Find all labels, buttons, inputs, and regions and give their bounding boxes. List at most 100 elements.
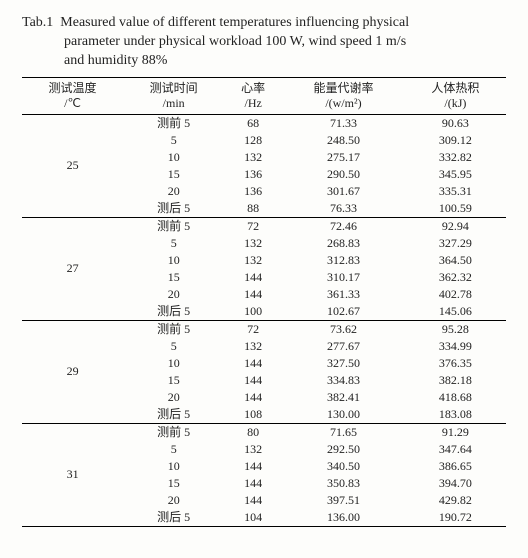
col-header: 人体热积 bbox=[405, 77, 506, 96]
met-cell: 136.00 bbox=[282, 509, 405, 527]
time-cell: 测后 5 bbox=[123, 406, 224, 424]
col-header: 心率 bbox=[224, 77, 282, 96]
heat-cell: 309.12 bbox=[405, 132, 506, 149]
met-cell: 397.51 bbox=[282, 492, 405, 509]
hr-cell: 144 bbox=[224, 458, 282, 475]
hr-cell: 136 bbox=[224, 166, 282, 183]
time-cell: 5 bbox=[123, 441, 224, 458]
met-cell: 350.83 bbox=[282, 475, 405, 492]
heat-cell: 386.65 bbox=[405, 458, 506, 475]
temp-cell: 31 bbox=[22, 423, 123, 526]
time-cell: 测前 5 bbox=[123, 320, 224, 338]
met-cell: 72.46 bbox=[282, 217, 405, 235]
met-cell: 340.50 bbox=[282, 458, 405, 475]
heat-cell: 345.95 bbox=[405, 166, 506, 183]
met-cell: 327.50 bbox=[282, 355, 405, 372]
hr-cell: 136 bbox=[224, 183, 282, 200]
heat-cell: 394.70 bbox=[405, 475, 506, 492]
table-row: 31测前 58071.6591.29 bbox=[22, 423, 506, 441]
col-header: 测试温度 bbox=[22, 77, 123, 96]
heat-cell: 183.08 bbox=[405, 406, 506, 424]
heat-cell: 332.82 bbox=[405, 149, 506, 166]
hr-cell: 100 bbox=[224, 303, 282, 321]
hr-cell: 108 bbox=[224, 406, 282, 424]
hr-cell: 88 bbox=[224, 200, 282, 218]
met-cell: 130.00 bbox=[282, 406, 405, 424]
met-cell: 290.50 bbox=[282, 166, 405, 183]
table-head: 测试温度 测试时间 心率 能量代谢率 人体热积 /℃ /min /Hz /(w/… bbox=[22, 77, 506, 114]
hr-cell: 144 bbox=[224, 355, 282, 372]
hr-cell: 144 bbox=[224, 286, 282, 303]
time-cell: 20 bbox=[123, 286, 224, 303]
table-caption: Tab.1 Measured value of different temper… bbox=[22, 14, 506, 71]
time-cell: 15 bbox=[123, 372, 224, 389]
hr-cell: 144 bbox=[224, 269, 282, 286]
time-cell: 10 bbox=[123, 458, 224, 475]
met-cell: 102.67 bbox=[282, 303, 405, 321]
time-cell: 15 bbox=[123, 269, 224, 286]
col-unit: /℃ bbox=[22, 96, 123, 115]
met-cell: 71.65 bbox=[282, 423, 405, 441]
caption-text-1: Measured value of different temperatures… bbox=[60, 15, 409, 30]
hr-cell: 144 bbox=[224, 372, 282, 389]
heat-cell: 327.29 bbox=[405, 235, 506, 252]
heat-cell: 190.72 bbox=[405, 509, 506, 527]
heat-cell: 100.59 bbox=[405, 200, 506, 218]
table-body: 25测前 56871.3390.635128248.50309.12101322… bbox=[22, 114, 506, 526]
met-cell: 248.50 bbox=[282, 132, 405, 149]
time-cell: 20 bbox=[123, 183, 224, 200]
time-cell: 15 bbox=[123, 475, 224, 492]
time-cell: 测前 5 bbox=[123, 217, 224, 235]
hr-cell: 132 bbox=[224, 441, 282, 458]
hr-cell: 68 bbox=[224, 114, 282, 132]
caption-text-2: parameter under physical workload 100 W,… bbox=[22, 33, 506, 52]
heat-cell: 95.28 bbox=[405, 320, 506, 338]
table-row: 27测前 57272.4692.94 bbox=[22, 217, 506, 235]
time-cell: 5 bbox=[123, 132, 224, 149]
heat-cell: 347.64 bbox=[405, 441, 506, 458]
hr-cell: 72 bbox=[224, 320, 282, 338]
hr-cell: 80 bbox=[224, 423, 282, 441]
time-cell: 5 bbox=[123, 235, 224, 252]
heat-cell: 364.50 bbox=[405, 252, 506, 269]
met-cell: 275.17 bbox=[282, 149, 405, 166]
caption-text-3: and humidity 88% bbox=[22, 52, 506, 71]
heat-cell: 92.94 bbox=[405, 217, 506, 235]
met-cell: 361.33 bbox=[282, 286, 405, 303]
hr-cell: 104 bbox=[224, 509, 282, 527]
met-cell: 301.67 bbox=[282, 183, 405, 200]
hr-cell: 132 bbox=[224, 235, 282, 252]
met-cell: 277.67 bbox=[282, 338, 405, 355]
heat-cell: 429.82 bbox=[405, 492, 506, 509]
table-row: 25测前 56871.3390.63 bbox=[22, 114, 506, 132]
col-unit: /Hz bbox=[224, 96, 282, 115]
heat-cell: 402.78 bbox=[405, 286, 506, 303]
heat-cell: 91.29 bbox=[405, 423, 506, 441]
table-figure: Tab.1 Measured value of different temper… bbox=[0, 0, 528, 545]
time-cell: 10 bbox=[123, 149, 224, 166]
hr-cell: 128 bbox=[224, 132, 282, 149]
hr-cell: 132 bbox=[224, 252, 282, 269]
met-cell: 71.33 bbox=[282, 114, 405, 132]
heat-cell: 335.31 bbox=[405, 183, 506, 200]
hr-cell: 144 bbox=[224, 389, 282, 406]
heat-cell: 90.63 bbox=[405, 114, 506, 132]
time-cell: 10 bbox=[123, 252, 224, 269]
time-cell: 15 bbox=[123, 166, 224, 183]
hr-cell: 144 bbox=[224, 475, 282, 492]
col-header: 测试时间 bbox=[123, 77, 224, 96]
hr-cell: 144 bbox=[224, 492, 282, 509]
col-unit: /min bbox=[123, 96, 224, 115]
heat-cell: 362.32 bbox=[405, 269, 506, 286]
time-cell: 10 bbox=[123, 355, 224, 372]
col-unit: /(kJ) bbox=[405, 96, 506, 115]
heat-cell: 334.99 bbox=[405, 338, 506, 355]
time-cell: 20 bbox=[123, 389, 224, 406]
temp-cell: 29 bbox=[22, 320, 123, 423]
time-cell: 5 bbox=[123, 338, 224, 355]
heat-cell: 376.35 bbox=[405, 355, 506, 372]
time-cell: 测前 5 bbox=[123, 423, 224, 441]
hr-cell: 72 bbox=[224, 217, 282, 235]
met-cell: 312.83 bbox=[282, 252, 405, 269]
met-cell: 310.17 bbox=[282, 269, 405, 286]
